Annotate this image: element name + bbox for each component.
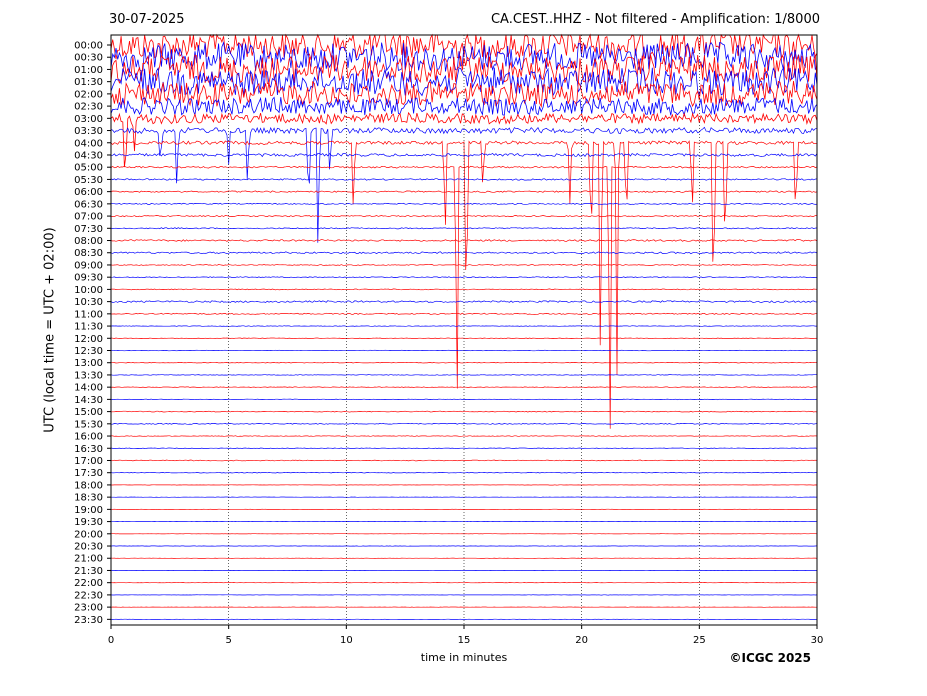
y-tick-label: 05:30: [74, 175, 103, 186]
x-axis-ticks: 0 5 10 15 20 25 30: [108, 625, 824, 646]
y-tick-label: 08:00: [74, 236, 103, 247]
y-tick-label: 00:30: [74, 53, 103, 64]
y-tick-label: 10:30: [74, 297, 103, 308]
y-tick-label: 23:00: [74, 603, 103, 614]
y-tick-label: 18:00: [74, 480, 103, 491]
y-tick-label: 05:00: [74, 163, 103, 174]
y-tick-label: 11:30: [74, 322, 103, 333]
y-tick-label: 12:30: [74, 346, 103, 357]
y-tick-label: 15:00: [74, 407, 103, 418]
y-tick-label: 10:00: [74, 285, 103, 296]
trace-line: [110, 41, 818, 73]
chart-date: 30-07-2025: [109, 12, 185, 27]
y-tick-label: 01:00: [74, 65, 103, 76]
trace-line: [110, 472, 817, 474]
y-tick-label: 01:30: [74, 77, 103, 88]
x-tick-label: 30: [811, 635, 824, 646]
y-tick-label: 22:00: [74, 578, 103, 589]
y-tick-label: 18:30: [74, 493, 103, 504]
y-tick-label: 08:30: [74, 248, 103, 259]
x-axis-label: time in minutes: [420, 651, 508, 664]
trace-line: [110, 386, 818, 388]
y-tick-label: 22:30: [74, 590, 103, 601]
y-tick-label: 21:00: [74, 554, 103, 565]
y-tick-label: 17:00: [74, 456, 103, 467]
y-tick-label: 16:30: [74, 444, 103, 455]
y-tick-label: 02:30: [74, 102, 103, 113]
y-tick-label: 14:00: [74, 383, 103, 394]
y-tick-label: 04:30: [74, 150, 103, 161]
y-tick-label: 12:00: [74, 334, 103, 345]
x-tick-label: 10: [340, 635, 353, 646]
y-tick-label: 09:00: [74, 260, 103, 271]
trace-line: [111, 288, 818, 291]
y-tick-label: 14:30: [74, 395, 103, 406]
y-tick-label: 07:00: [74, 212, 103, 223]
x-tick-label: 25: [693, 635, 706, 646]
trace-line: [110, 251, 818, 255]
y-tick-label: 06:00: [74, 187, 103, 198]
trace-line: [110, 276, 818, 278]
y-tick-label: 03:30: [74, 126, 103, 137]
y-tick-label: 19:00: [74, 505, 103, 516]
y-tick-label: 20:00: [74, 529, 103, 540]
trace-line: [110, 447, 818, 449]
y-tick-label: 17:30: [74, 468, 103, 479]
x-tick-label: 0: [108, 635, 114, 646]
x-tick-label: 5: [225, 635, 231, 646]
y-tick-label: 23:30: [74, 615, 103, 626]
y-tick-label: 19:30: [74, 517, 103, 528]
trace-line: [110, 423, 818, 425]
trace-line: [110, 398, 818, 401]
y-tick-label: 06:30: [74, 199, 103, 210]
y-tick-label: 13:00: [74, 358, 103, 369]
y-axis-label: UTC (local time = UTC + 02:00): [42, 227, 58, 433]
x-tick-label: 15: [458, 635, 471, 646]
y-tick-label: 11:00: [74, 309, 103, 320]
trace-line: [110, 435, 818, 437]
y-tick-label: 03:00: [74, 114, 103, 125]
trace-line: [110, 410, 818, 413]
trace-line: [110, 96, 818, 117]
x-tick-label: 20: [575, 635, 588, 646]
y-tick-label: 09:30: [74, 273, 103, 284]
y-tick-label: 07:30: [74, 224, 103, 235]
y-tick-label: 13:30: [74, 370, 103, 381]
y-tick-label: 15:30: [74, 419, 103, 430]
y-tick-label: 00:00: [74, 41, 103, 52]
y-tick-label: 20:30: [74, 542, 103, 553]
chart-title: CA.CEST..HHZ - Not filtered - Amplificat…: [490, 12, 820, 27]
y-tick-label: 16:00: [74, 432, 103, 443]
y-tick-label: 04:00: [74, 138, 103, 149]
trace-line: [110, 459, 818, 462]
copyright-text: ©ICGC 2025: [729, 651, 811, 665]
y-tick-label: 02:00: [74, 89, 103, 100]
grid-lines: [228, 35, 700, 625]
trace-line: [110, 264, 818, 266]
y-tick-label: 21:30: [74, 566, 103, 577]
